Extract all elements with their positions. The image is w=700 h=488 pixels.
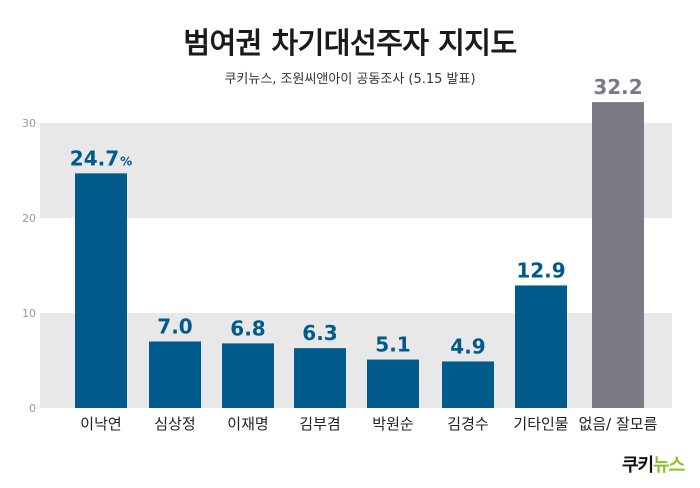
brand-logo-part2: 뉴스 [653, 455, 685, 476]
value-label-5: 5.1 [375, 333, 410, 357]
value-unit: % [120, 154, 132, 168]
bar-2 [149, 341, 201, 408]
y-tick-label: 10 [22, 307, 36, 320]
category-label-5: 박원순 [372, 415, 414, 433]
category-labels-group: 이낙연 심상정 이재명 김부겸 박원순 김경수 기타인물 없음/ 잘모름 [80, 415, 657, 433]
chart-subtitle: 쿠키뉴스, 조원씨앤아이 공동조사 (5.15 발표) [224, 72, 476, 87]
bar-1 [75, 173, 127, 408]
bar-3 [222, 343, 274, 408]
category-label-1: 이낙연 [80, 415, 121, 433]
grid-band-2 [40, 123, 672, 218]
value-label-1: 24.7% [70, 146, 132, 170]
grid-band-1 [40, 313, 672, 408]
y-tick-label: 0 [29, 402, 36, 415]
grid-bands [40, 123, 672, 408]
value-label-3: 6.8 [230, 316, 265, 340]
category-label-4: 김부겸 [299, 415, 340, 433]
brand-logo: 쿠키뉴스 [622, 451, 685, 477]
value-label-6: 4.9 [450, 334, 485, 358]
chart-title: 범여권 차기대선주자 지지도 [183, 26, 517, 60]
value-label-2: 7.0 [157, 315, 192, 339]
value-labels-group: 24.7% 7.0 6.8 6.3 5.1 4.9 12.9 32.2 [70, 75, 643, 358]
category-label-3: 이재명 [227, 415, 268, 433]
bar-6 [442, 361, 494, 408]
brand-logo-part1: 쿠키 [622, 455, 654, 476]
category-label-7: 기타인물 [513, 415, 568, 433]
bar-5 [367, 359, 419, 408]
value-label-4: 6.3 [302, 321, 337, 345]
bar-4 [294, 348, 346, 408]
value-label-7: 12.9 [516, 258, 565, 282]
category-label-6: 김경수 [447, 415, 488, 433]
bar-8 [592, 102, 644, 408]
category-label-2: 심상정 [154, 415, 195, 433]
y-axis: 0 10 20 30 [22, 117, 36, 415]
bars-group [75, 102, 644, 408]
y-tick-label: 20 [22, 212, 36, 225]
category-label-8: 없음/ 잘모름 [579, 415, 658, 433]
value-label-8: 32.2 [593, 75, 642, 99]
bar-7 [515, 285, 567, 408]
y-tick-label: 30 [22, 117, 36, 130]
